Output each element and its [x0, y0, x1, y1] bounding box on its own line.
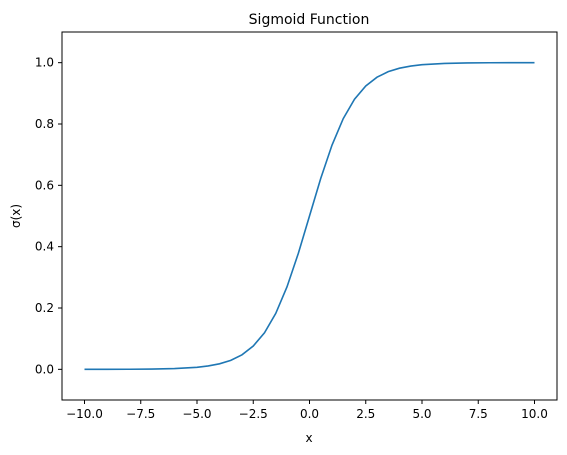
x-tick-label: 2.5	[356, 407, 375, 421]
x-tick-label: −10.0	[66, 407, 103, 421]
sigmoid-curve	[84, 61, 535, 371]
x-tick-label: −5.0	[182, 407, 211, 421]
x-tick-label: 0.0	[300, 407, 319, 421]
y-tick-label: 1.0	[35, 56, 54, 70]
chart-title: Sigmoid Function	[249, 12, 370, 28]
x-tick-label: 7.5	[469, 407, 488, 421]
y-tick-label: 0.8	[35, 117, 54, 131]
x-axis-label: x	[305, 431, 312, 445]
x-tick-label: 5.0	[412, 407, 431, 421]
y-axis-ticks: 0.0 0.2 0.4 0.6 0.8 1.0	[35, 56, 62, 376]
plot-area	[61, 31, 558, 401]
y-tick-label: 0.4	[35, 240, 54, 254]
y-tick-label: 0.0	[35, 362, 54, 376]
y-tick-label: 0.2	[35, 301, 54, 315]
x-tick-label: −7.5	[126, 407, 155, 421]
y-axis-label: σ(x)	[9, 204, 23, 228]
x-tick-label: −2.5	[239, 407, 268, 421]
x-axis-ticks: −10.0 −7.5 −5.0 −2.5 0.0 2.5 5.0 7.5 10.0	[66, 400, 548, 421]
y-tick-label: 0.6	[35, 178, 54, 192]
x-tick-label: 10.0	[521, 407, 548, 421]
